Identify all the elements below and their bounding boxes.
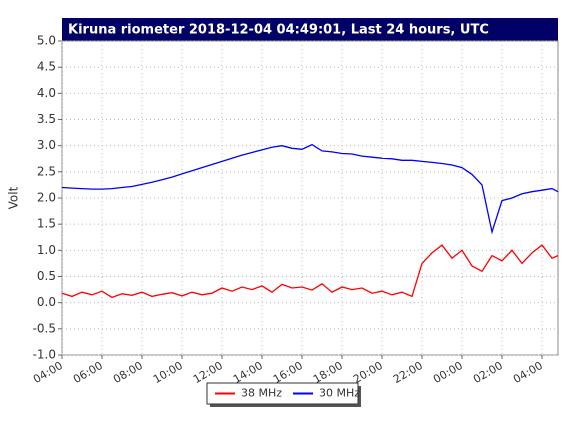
- y-tick-label: 5.0: [37, 34, 56, 48]
- x-tick-label: 18:00: [311, 359, 345, 386]
- series-line: [61, 143, 559, 235]
- x-tick-label: 02:00: [471, 359, 505, 386]
- y-tick-label: 0.5: [37, 269, 56, 283]
- title-bar: [62, 18, 558, 41]
- y-tick-label: 1.5: [37, 217, 56, 231]
- x-tick-label: 04:00: [31, 359, 65, 386]
- y-tick-label: 1.0: [37, 243, 56, 257]
- x-tick-label: 16:00: [271, 359, 305, 386]
- series-line: [61, 244, 559, 299]
- legend-label: 30 MHz: [319, 387, 360, 400]
- x-tick-label: 04:00: [511, 359, 545, 386]
- x-tick-label: 22:00: [391, 359, 425, 386]
- x-tick-label: 20:00: [351, 359, 385, 386]
- y-tick-label: 4.0: [37, 86, 56, 100]
- x-tick-label: 08:00: [111, 359, 145, 386]
- y-axis-label: Volt: [7, 186, 21, 209]
- chart-title: Kiruna riometer 2018-12-04 04:49:01, Las…: [68, 23, 489, 38]
- y-tick-label: -1.0: [33, 348, 56, 362]
- y-tick-label: 0.0: [37, 295, 56, 309]
- x-tick-label: 14:00: [231, 359, 265, 386]
- legend: [206, 382, 359, 405]
- x-tick-label: 10:00: [151, 359, 185, 386]
- x-tick-label: 00:00: [431, 359, 465, 386]
- y-tick-label: 2.0: [37, 191, 56, 205]
- x-tick-label: 12:00: [191, 359, 225, 386]
- x-tick-label: 06:00: [71, 359, 105, 386]
- legend-label: 38 MHz: [241, 387, 282, 400]
- y-tick-label: 2.5: [37, 164, 56, 178]
- y-tick-label: 4.5: [37, 60, 56, 74]
- y-tick-label: 3.0: [37, 138, 56, 152]
- y-tick-label: 3.5: [37, 112, 56, 126]
- y-tick-label: -0.5: [33, 321, 56, 335]
